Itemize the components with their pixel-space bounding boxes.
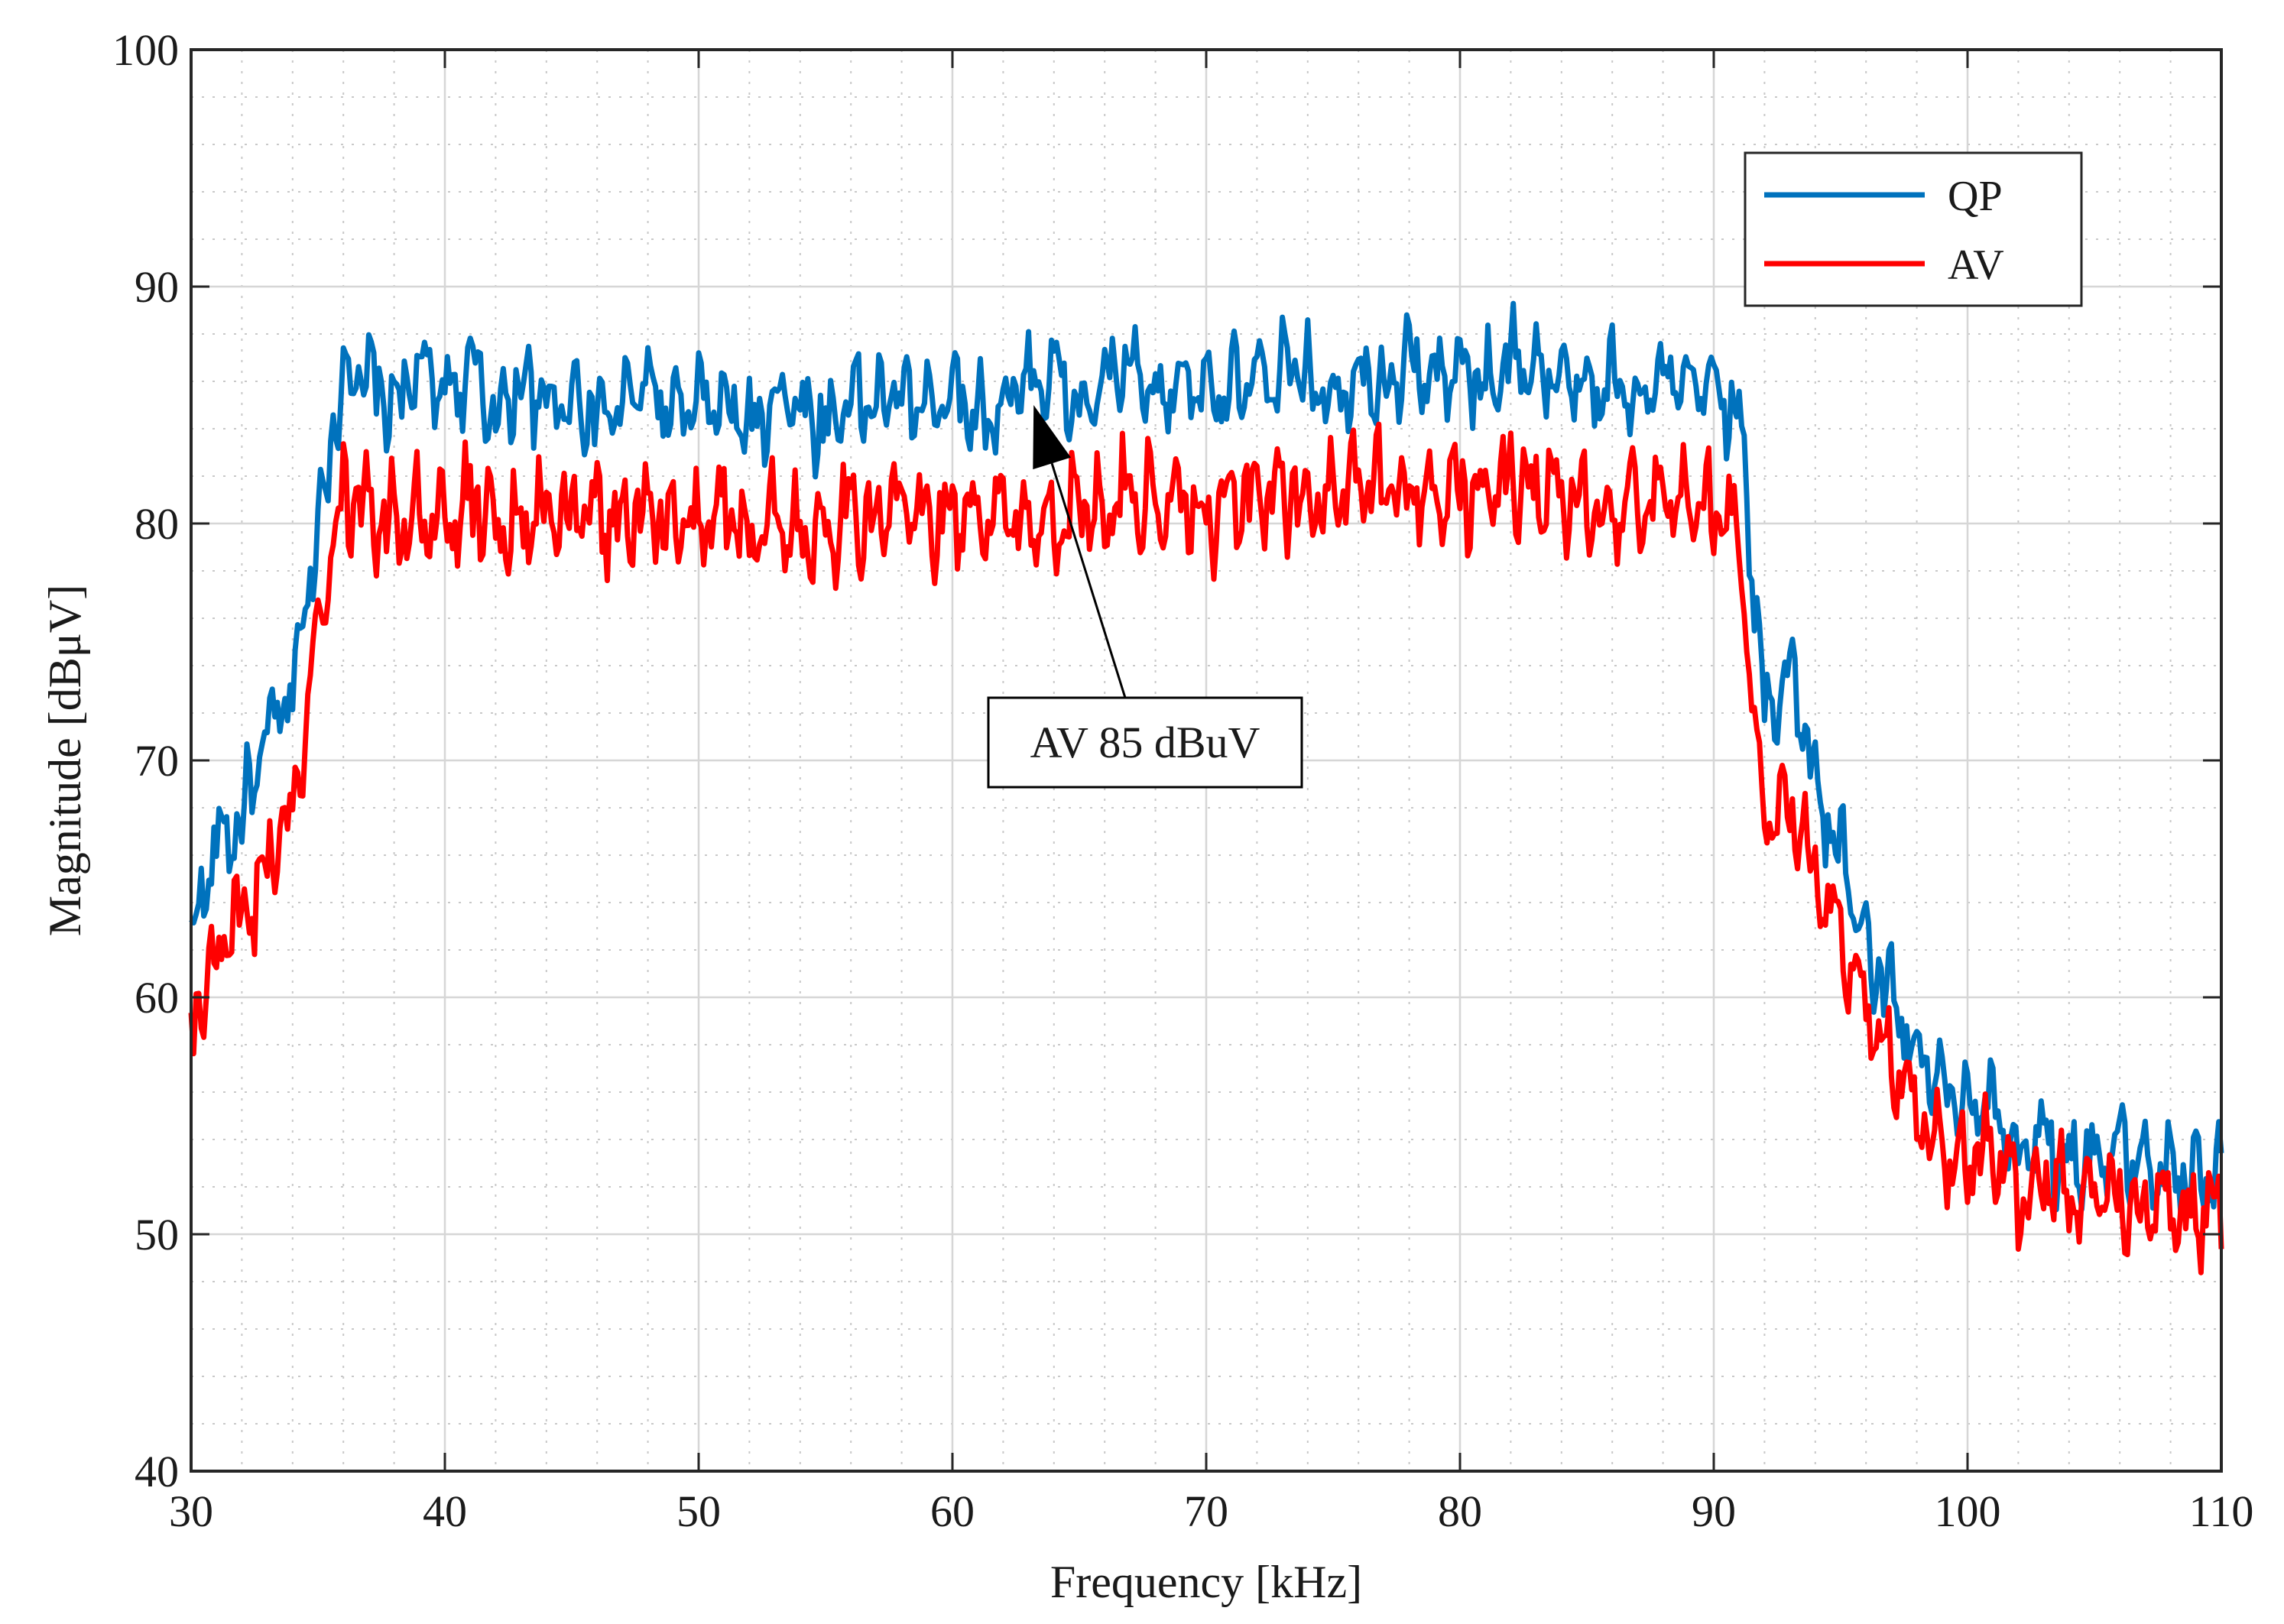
- y-tick-label: 50: [135, 1210, 179, 1259]
- y-tick-label: 60: [135, 973, 179, 1023]
- y-tick-label: 70: [135, 736, 179, 786]
- annotation-text: AV 85 dBuV: [1030, 718, 1260, 767]
- x-tick-label: 80: [1438, 1486, 1482, 1536]
- x-tick-label: 40: [423, 1486, 467, 1536]
- x-tick-label: 70: [1184, 1486, 1228, 1536]
- x-tick-label: 50: [676, 1486, 721, 1536]
- legend-label-qp: QP: [1948, 173, 2003, 220]
- annotation-arrow-head: [1033, 405, 1071, 470]
- y-tick-label: 100: [112, 25, 179, 75]
- y-tick-label: 80: [135, 499, 179, 549]
- y-tick-label: 40: [135, 1447, 179, 1496]
- y-tick-label: 90: [135, 262, 179, 312]
- x-tick-label: 100: [1935, 1486, 2001, 1536]
- series-line-qp: [189, 300, 2224, 1217]
- x-tick-label: 60: [930, 1486, 975, 1536]
- annotation-arrow-line: [1050, 462, 1127, 699]
- series-line-av: [188, 421, 2224, 1276]
- annotation: AV 85 dBuV: [987, 405, 1303, 789]
- x-tick-label: 90: [1692, 1486, 1736, 1536]
- annotation-box: [987, 696, 1303, 789]
- y-axis-title: Magnitude [dBμV]: [40, 585, 90, 936]
- x-tick-label: 110: [2189, 1486, 2254, 1536]
- legend: QP AV: [1744, 151, 2083, 307]
- legend-box: [1744, 151, 2083, 307]
- series-layer: [188, 300, 2224, 1276]
- x-tick-label: 30: [169, 1486, 213, 1536]
- legend-label-av: AV: [1948, 241, 2004, 289]
- x-axis-title: Frequency [kHz]: [1050, 1557, 1362, 1607]
